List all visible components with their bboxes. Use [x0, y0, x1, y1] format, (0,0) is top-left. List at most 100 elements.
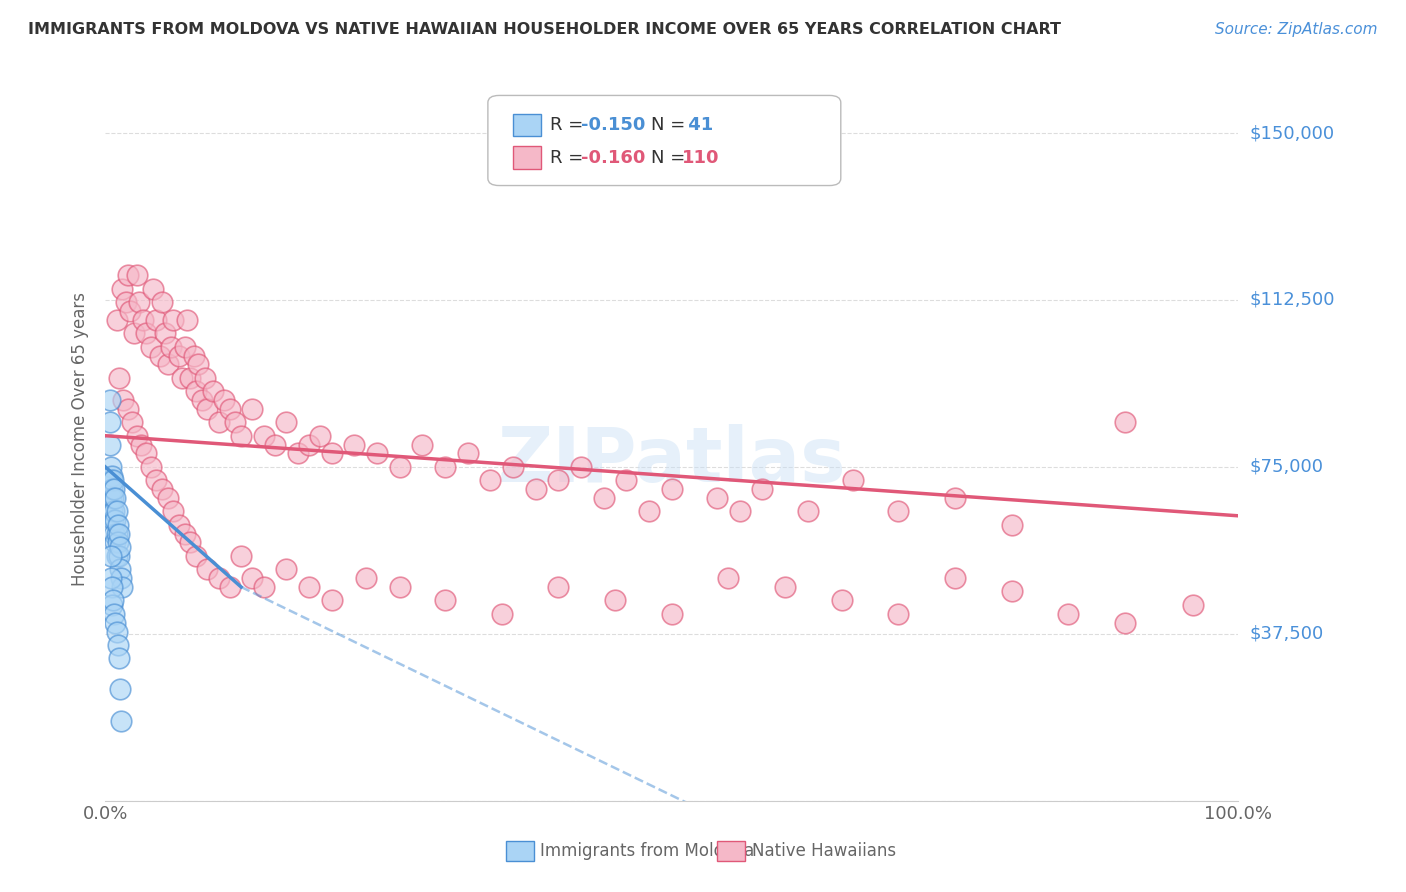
Text: $75,000: $75,000: [1250, 458, 1323, 475]
Point: [183, 349, 205, 363]
Point: [195, 402, 218, 417]
Point: [128, 295, 150, 310]
Point: [190, 393, 212, 408]
Point: [107, 535, 129, 549]
Point: [1000, 517, 1022, 532]
Point: [231, 549, 253, 563]
Point: [121, 415, 143, 429]
Point: [103, 504, 125, 518]
Point: [354, 571, 377, 585]
Text: -0.150: -0.150: [581, 116, 645, 134]
Point: [142, 282, 165, 296]
Text: Immigrants from Moldova: Immigrants from Moldova: [540, 842, 754, 860]
Point: [943, 491, 966, 505]
Point: [717, 571, 740, 585]
Point: [479, 473, 502, 487]
Point: [98, 393, 121, 408]
Point: [114, 295, 136, 310]
Point: [101, 491, 124, 505]
Point: [434, 593, 457, 607]
Point: [103, 607, 125, 621]
Point: [101, 482, 124, 496]
Point: [321, 593, 343, 607]
Text: N =: N =: [651, 149, 690, 167]
Point: [108, 540, 131, 554]
Point: [195, 562, 218, 576]
Y-axis label: Householder Income Over 65 years: Householder Income Over 65 years: [72, 292, 89, 586]
Point: [110, 714, 132, 728]
Point: [173, 526, 195, 541]
Point: [103, 526, 125, 541]
Point: [184, 384, 207, 399]
Point: [145, 473, 167, 487]
Point: [101, 593, 124, 607]
Point: [614, 473, 637, 487]
Point: [162, 504, 184, 518]
Point: [343, 437, 366, 451]
Point: [309, 428, 332, 442]
Point: [104, 615, 127, 630]
Point: [218, 402, 240, 417]
Point: [218, 580, 240, 594]
Point: [298, 437, 321, 451]
Point: [150, 295, 173, 310]
Point: [105, 549, 128, 563]
Point: [149, 349, 172, 363]
Point: [411, 437, 433, 451]
Point: [298, 580, 321, 594]
Point: [388, 459, 411, 474]
Text: 41: 41: [682, 116, 713, 134]
Point: [110, 571, 132, 585]
Point: [111, 282, 134, 296]
Point: [100, 473, 122, 487]
Point: [135, 326, 157, 341]
Point: [108, 549, 131, 563]
Point: [139, 340, 162, 354]
Point: [125, 268, 148, 283]
Point: [194, 371, 217, 385]
Text: ZIPatlas: ZIPatlas: [498, 424, 846, 498]
Point: [155, 326, 177, 341]
Point: [547, 580, 569, 594]
Point: [108, 651, 131, 665]
Point: [321, 446, 343, 460]
Text: $112,500: $112,500: [1250, 291, 1334, 309]
Text: R =: R =: [550, 149, 589, 167]
Point: [172, 371, 194, 385]
Point: [112, 393, 135, 408]
Point: [108, 682, 131, 697]
Point: [524, 482, 547, 496]
Point: [592, 491, 614, 505]
Point: [145, 313, 167, 327]
Text: Native Hawaiians: Native Hawaiians: [752, 842, 897, 860]
Point: [887, 504, 910, 518]
Text: $37,500: $37,500: [1250, 624, 1323, 643]
Text: IMMIGRANTS FROM MOLDOVA VS NATIVE HAWAIIAN HOUSEHOLDER INCOME OVER 65 YEARS CORR: IMMIGRANTS FROM MOLDOVA VS NATIVE HAWAII…: [28, 22, 1062, 37]
Point: [943, 571, 966, 585]
Point: [101, 513, 124, 527]
Point: [661, 482, 683, 496]
Point: [107, 517, 129, 532]
Point: [131, 437, 153, 451]
Point: [117, 268, 139, 283]
Point: [253, 428, 276, 442]
Point: [212, 393, 235, 408]
Point: [242, 571, 264, 585]
Point: [117, 402, 139, 417]
Point: [100, 571, 122, 585]
Point: [162, 313, 184, 327]
Point: [101, 468, 124, 483]
Point: [842, 473, 865, 487]
Point: [100, 549, 122, 563]
Point: [173, 340, 195, 354]
Point: [603, 593, 626, 607]
Point: [100, 491, 122, 505]
Point: [887, 607, 910, 621]
Point: [131, 313, 153, 327]
Point: [1000, 584, 1022, 599]
Point: [103, 482, 125, 496]
Point: [135, 446, 157, 460]
Point: [207, 415, 229, 429]
Point: [111, 580, 134, 594]
Point: [201, 384, 224, 399]
